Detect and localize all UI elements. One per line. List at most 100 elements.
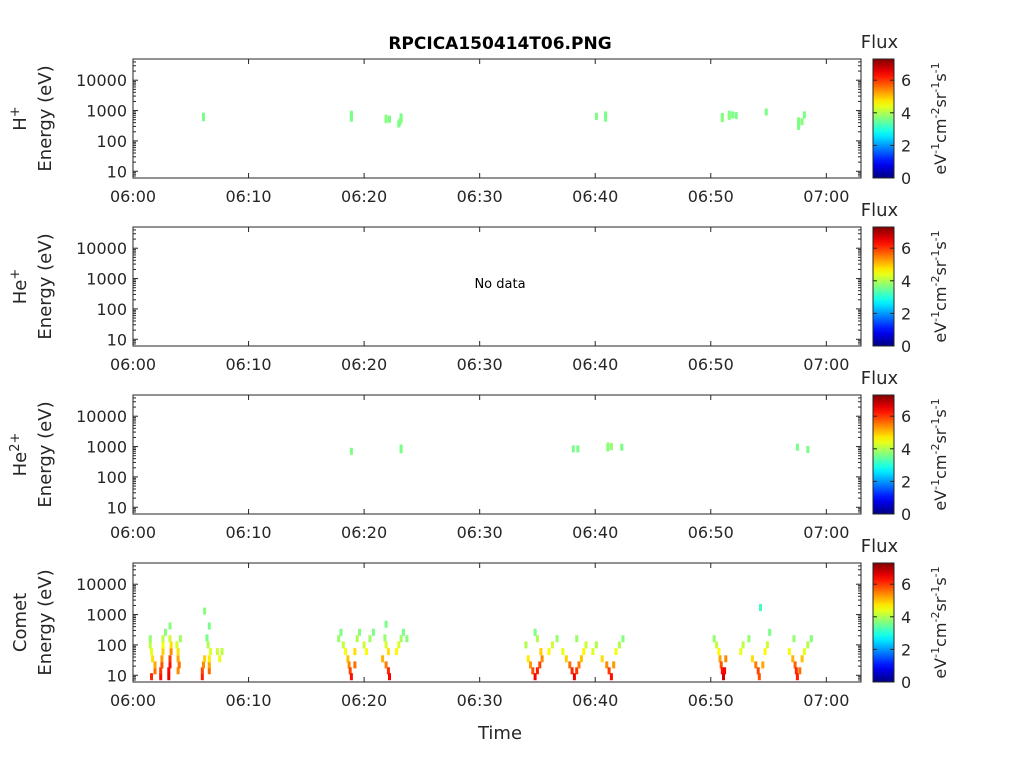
- heatmap-cell: [160, 661, 164, 669]
- panel-hplus: 06:00 06:10 06:20 06:30 06:40 06:50 07:00 10 100…: [8, 32, 950, 206]
- unit-base: cm: [931, 287, 950, 311]
- heatmap-cell: [620, 443, 624, 451]
- colorbar-tick-label: 6: [901, 71, 911, 90]
- heatmap-cells: [202, 108, 806, 130]
- heatmap-cell: [564, 655, 568, 663]
- unit-exponent: -1: [929, 82, 942, 93]
- heatmap-cell: [386, 667, 390, 675]
- species-charge: 2+: [8, 433, 23, 452]
- unit-exponent: -1: [929, 230, 942, 241]
- unit-exponent: -1: [929, 311, 942, 322]
- heatmap-cell: [802, 648, 806, 656]
- colorbar-gradient: [873, 563, 894, 682]
- species-label: He2+: [8, 433, 31, 477]
- heatmap-cell: [395, 648, 398, 656]
- species-charge: +: [8, 106, 23, 117]
- heatmap-cell: [160, 655, 164, 663]
- heatmap-cell: [809, 635, 813, 643]
- unit-exponent: -2: [929, 276, 942, 287]
- heatmap-cell: [570, 667, 574, 675]
- heatmap-cell: [168, 661, 172, 669]
- heatmap-cell: [358, 628, 361, 636]
- colorbar-gradient: [873, 395, 894, 514]
- heatmap-cell: [800, 655, 804, 663]
- heatmap-cell: [572, 673, 576, 681]
- unit-base: s: [931, 577, 950, 585]
- unit-base: cm: [931, 455, 950, 479]
- heatmap-cell: [575, 635, 579, 643]
- heatmap-cell: [200, 667, 204, 675]
- heatmap-cell: [384, 641, 388, 649]
- heatmap-cell: [712, 635, 716, 643]
- plot-frame: [132, 562, 862, 683]
- heatmap-cell: [399, 446, 403, 454]
- colorbar-tick-label: 4: [901, 272, 911, 291]
- heatmap-cell: [720, 667, 724, 675]
- colorbar-title: Flux: [861, 368, 899, 389]
- panels: 06:00 06:10 06:20 06:30 06:40 06:50 07:0010100…: [8, 32, 950, 710]
- heatmap-cell: [794, 667, 798, 675]
- heatmap-cell: [159, 673, 163, 681]
- unit-base: sr: [931, 428, 950, 443]
- unit-base: sr: [931, 260, 950, 275]
- colorbar-tick-label: 2: [901, 304, 911, 323]
- unit-base: s: [931, 241, 950, 249]
- heatmap-cell: [575, 667, 579, 675]
- x-tick-label: 06:30: [457, 187, 503, 206]
- heatmap-cell: [386, 648, 390, 656]
- heatmap-cell: [348, 667, 352, 675]
- heatmap-cell: [719, 661, 723, 669]
- heatmap-cell: [200, 673, 204, 681]
- colorbar-tick-label: 6: [901, 575, 911, 594]
- heatmap-cell: [163, 628, 167, 636]
- x-tick-label: 06:50: [688, 187, 734, 206]
- colorbar-tick-label: 4: [901, 104, 911, 123]
- heatmap-cell: [355, 635, 359, 643]
- heatmap-cells: [148, 604, 813, 681]
- heatmap-cell: [397, 641, 401, 649]
- heatmap-cell: [168, 655, 172, 663]
- heatmap-cell: [582, 648, 586, 656]
- heatmap-cell: [349, 447, 353, 455]
- unit-exponent: -1: [929, 586, 942, 597]
- x-tick-label: 06:50: [688, 691, 734, 710]
- colorbar-title: Flux: [861, 200, 899, 221]
- y-tick-label: 10000: [76, 239, 127, 258]
- x-tick-label: 06:00: [110, 691, 156, 710]
- x-tick-label: 06:10: [226, 691, 272, 710]
- heatmap-cell: [148, 635, 152, 643]
- heatmap-cell: [175, 641, 179, 649]
- heatmap-cell: [207, 655, 211, 663]
- x-tick-label: 06:30: [457, 355, 503, 374]
- x-tick-label: 06:40: [572, 691, 618, 710]
- heatmap-cell: [795, 673, 799, 681]
- x-tick-label: 06:00: [110, 523, 156, 542]
- x-tick-label: 06:10: [226, 187, 272, 206]
- colorbar-tick-label: 6: [901, 407, 911, 426]
- x-tick-label: 06:20: [341, 691, 387, 710]
- heatmap-cell: [215, 648, 219, 656]
- colorbar-tick-label: 0: [901, 169, 911, 188]
- heatmap-cell: [207, 667, 211, 675]
- heatmap-cell: [568, 661, 572, 669]
- y-tick-label: 10: [107, 498, 127, 517]
- heatmap-cell: [723, 667, 727, 675]
- species-label: Comet: [10, 593, 31, 652]
- panel-he2plus: 06:00 06:10 06:20 06:30 06:40 06:50 07:00 10 100…: [8, 368, 950, 542]
- heatmap-cell: [339, 628, 343, 636]
- x-tick-label: 06:20: [341, 187, 387, 206]
- heatmap-cell: [349, 673, 353, 681]
- heatmap-cell: [207, 661, 211, 669]
- x-tick-label: 06:20: [341, 355, 387, 374]
- figure-title: RPCICA150414T06.PNG: [388, 34, 611, 54]
- species-name: H: [10, 117, 31, 131]
- heatmap-cell: [159, 667, 163, 675]
- heatmap-cell: [384, 661, 388, 669]
- heatmap-cell: [609, 443, 613, 451]
- heatmap-cell: [203, 607, 207, 615]
- colorbar-frame: [872, 562, 895, 683]
- heatmap-cell: [609, 673, 613, 681]
